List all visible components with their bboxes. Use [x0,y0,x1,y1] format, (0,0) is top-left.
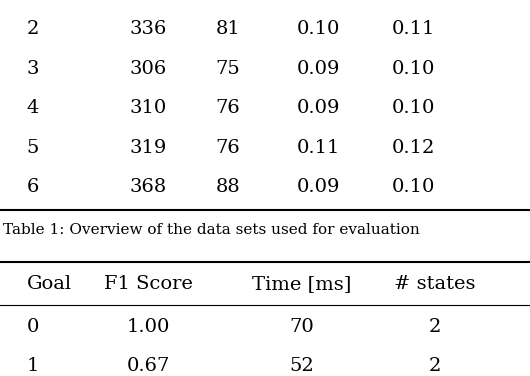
Text: 0.11: 0.11 [392,20,435,38]
Text: 0.09: 0.09 [296,99,340,117]
Text: 6: 6 [26,178,39,196]
Text: 310: 310 [130,99,167,117]
Text: 3: 3 [26,60,39,77]
Text: 2: 2 [26,20,39,38]
Text: 75: 75 [216,60,240,77]
Text: # states: # states [394,275,475,293]
Text: 1.00: 1.00 [127,318,170,336]
Text: 52: 52 [290,357,314,375]
Text: 76: 76 [216,99,240,117]
Text: 76: 76 [216,139,240,156]
Text: 2: 2 [428,357,441,375]
Text: 0.10: 0.10 [392,178,435,196]
Text: 336: 336 [130,20,167,38]
Text: 0.09: 0.09 [296,60,340,77]
Text: Goal: Goal [26,275,72,293]
Text: 306: 306 [130,60,167,77]
Text: 2: 2 [428,318,441,336]
Text: 0.10: 0.10 [296,20,340,38]
Text: F1 Score: F1 Score [104,275,193,293]
Text: 0.10: 0.10 [392,60,435,77]
Text: 0.10: 0.10 [392,99,435,117]
Text: Table 1: Overview of the data sets used for evaluation: Table 1: Overview of the data sets used … [3,223,419,238]
Text: 0.67: 0.67 [127,357,170,375]
Text: 0: 0 [26,318,39,336]
Text: 5: 5 [26,139,39,156]
Text: 0.12: 0.12 [392,139,435,156]
Text: 0.09: 0.09 [296,178,340,196]
Text: 81: 81 [216,20,240,38]
Text: 88: 88 [216,178,240,196]
Text: 0.11: 0.11 [296,139,340,156]
Text: 1: 1 [26,357,39,375]
Text: 368: 368 [130,178,167,196]
Text: 319: 319 [130,139,167,156]
Text: 4: 4 [26,99,39,117]
Text: 70: 70 [290,318,314,336]
Text: Time [ms]: Time [ms] [252,275,352,293]
